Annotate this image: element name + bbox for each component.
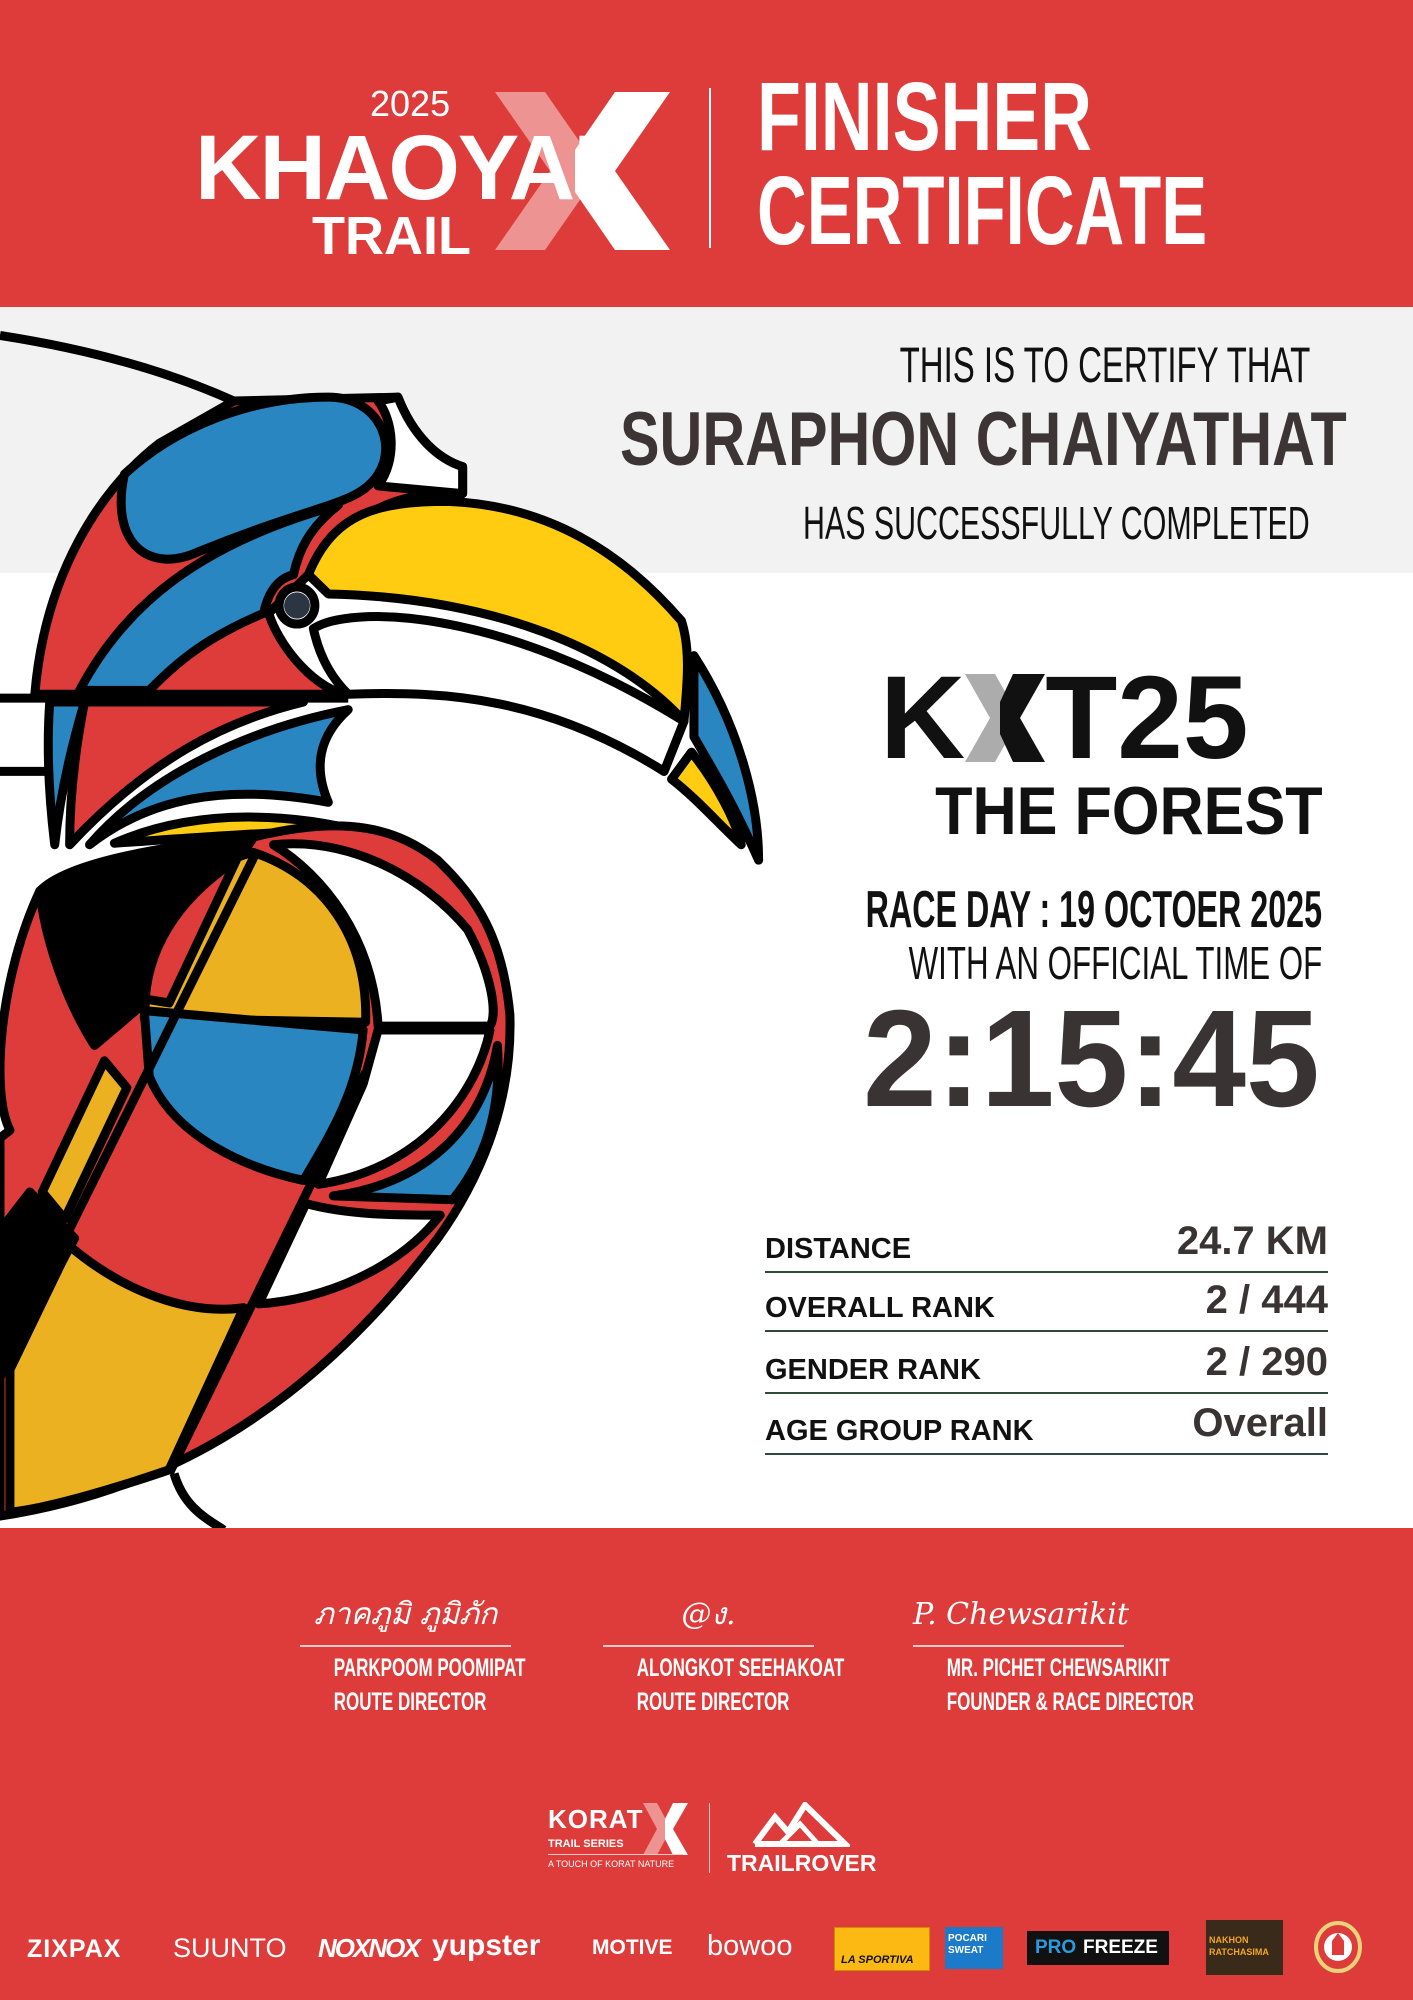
signer-name: PARKPOOM POOMIPAT [333,1654,526,1682]
signature-block-2: @ง. ALONGKOT SEEHAKOAT ROUTE DIRECTOR [603,1585,845,1716]
pro-text: PRO [1035,1937,1077,1958]
korat-trail-series-logo: KORAT TRAIL SERIES A TOUCH OF KORAT NATU… [548,1803,688,1875]
signer-name: MR. PICHET CHEWSARIKIT [946,1654,1170,1682]
race-code-logo: K T25 [880,659,1249,777]
sponsor-motive: MOTIVE [592,1936,673,1959]
stat-label: GENDER RANK [765,1354,981,1386]
stat-row-distance: DISTANCE 24.7 KM [765,1215,1328,1273]
completed-text: HAS SUCCESSFULLY COMPLETED [803,497,1310,549]
race-name: THE FOREST [935,773,1323,849]
signer-title: ROUTE DIRECTOR [333,1688,487,1716]
la-sportiva-text: LA SPORTIVA [841,1954,914,1966]
footer: ภาคภูมิ ภูมิภัก PARKPOOM POOMIPAT ROUTE … [0,1528,1413,2000]
certify-intro: THIS IS TO CERTIFY THAT [899,337,1310,393]
sponsor-bowoo: bowoo [707,1930,793,1962]
mountain-icon [752,1802,850,1847]
race-code-rest: T25 [1045,652,1249,784]
stat-label: AGE GROUP RANK [765,1415,1034,1447]
trailrover-logo: TRAILROVER [727,1850,877,1876]
sponsor-pro-freeze: PRO FREEZE [1027,1931,1169,1965]
sponsor-yupster: yupster [432,1929,541,1962]
x-logo-icon [495,92,670,250]
header-banner: 2025 KHAOYAI TRAIL FINISHER CERTIFICATE [0,0,1413,307]
korat-tagline: A TOUCH OF KORAT NATURE [548,1859,675,1869]
stat-label: DISTANCE [765,1233,912,1265]
sponsor-noxnox: NOXNOX [318,1933,421,1963]
stat-row-gender-rank: GENDER RANK 2 / 290 [765,1336,1328,1394]
korat-name: KORAT [548,1804,644,1834]
sponsor-nakhon-ratchasima: NAKHON RATCHASIMA [1206,1920,1283,1975]
event-sub: TRAIL [312,206,471,266]
official-time: 2:15:45 [863,982,1320,1136]
signature-script: @ง. [603,1585,814,1647]
sponsor-zixpax: ZIXPAX [27,1935,122,1963]
hornbill-illustration [0,320,780,1530]
freeze-text: FREEZE [1083,1937,1158,1958]
sponsor-suunto: SUUNTO [173,1933,287,1963]
runner-name: SURAPHON CHAIYATHAT [620,397,1347,482]
signature-block-1: ภาคภูมิ ภูมิภัก PARKPOOM POOMIPAT ROUTE … [300,1585,526,1716]
stat-value: 2 / 290 [1205,1340,1328,1384]
race-code-k: K [880,652,966,784]
provincial-emblem-icon [1314,1921,1362,1973]
title-certificate: CERTIFICATE [757,156,1208,265]
stat-value: 24.7 KM [1176,1219,1328,1263]
stat-row-age-group-rank: AGE GROUP RANK Overall [765,1397,1328,1455]
time-intro: WITH AN OFFICIAL TIME OF [908,937,1322,989]
signer-title: FOUNDER & RACE DIRECTOR [946,1688,1194,1716]
event-name: KHAOYAI [195,117,599,219]
event-year: 2025 [370,83,451,124]
signature-script: ภาคภูมิ ภูมิภัก [300,1585,511,1647]
title-finisher: FINISHER [757,62,1093,171]
signature-script: P. Chewsarikit [913,1585,1129,1647]
stat-value: Overall [1192,1401,1328,1445]
x-mark-icon [965,674,1046,762]
korat-series: TRAIL SERIES [548,1838,624,1850]
stat-label: OVERALL RANK [765,1292,995,1324]
pocari-text: POCARI SWEAT [948,1933,987,1956]
logo-divider [709,1803,710,1873]
sponsor-pocari-sweat: POCARI SWEAT [945,1927,1003,1969]
logo-rule [548,1854,683,1855]
sponsor-la-sportiva: LA SPORTIVA [834,1927,930,1971]
header-divider [709,88,711,248]
signature-block-3: P. Chewsarikit MR. PICHET CHEWSARIKIT FO… [913,1585,1194,1716]
stat-row-overall-rank: OVERALL RANK 2 / 444 [765,1274,1328,1332]
x-logo-icon [643,1803,688,1855]
stat-value: 2 / 444 [1205,1278,1328,1322]
signer-title: ROUTE DIRECTOR [636,1688,790,1716]
nakhon-text: NAKHON RATCHASIMA [1209,1935,1269,1957]
race-day: RACE DAY : 19 OCTOER 2025 [865,881,1322,939]
signer-name: ALONGKOT SEEHAKOAT [636,1654,845,1682]
